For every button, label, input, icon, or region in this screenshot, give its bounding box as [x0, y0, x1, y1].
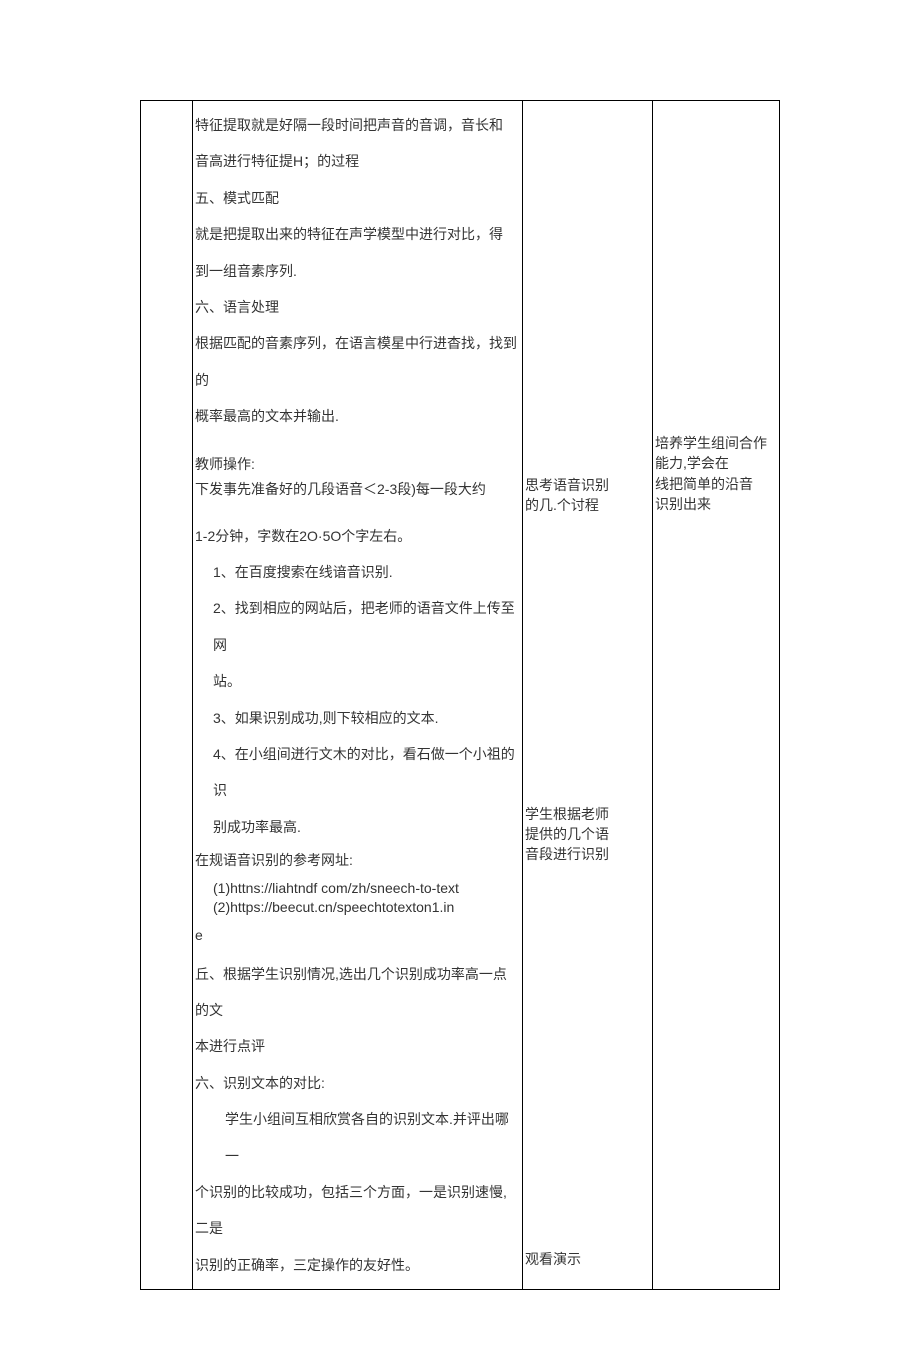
lesson-plan-table: 特征提取就是好隔一段时间把声音的音调，音长和 音高进行特征提H；的过程 五、模式… [140, 100, 780, 1290]
column-teacher-activity: 特征提取就是好隔一段时间把声音的音调，音长和 音高进行特征提H；的过程 五、模式… [193, 101, 523, 1289]
student-block-2: 学生根据老师 提供的几个语 音段进行识别 [525, 804, 650, 865]
list-item: 别成功率最高. [195, 809, 520, 845]
column-student-activity: 思考语音识别 的几.个讨程 学生根据老师 提供的几个语 音段进行识别 观看演示 [523, 101, 653, 1289]
text-line: 个识别的比较成功，包括三个方面，一是识别速慢,二是 [195, 1174, 520, 1247]
text-line: 概率最高的文本并输出. [195, 398, 520, 434]
text-line: 1-2分钟，字数在2O·5O个字左右。 [195, 518, 520, 554]
text-line: 学生根据老师 [525, 804, 650, 824]
text-line: 观看演示 [525, 1249, 650, 1269]
list-item: 1、在百度搜索在线谙音识别. [195, 554, 520, 590]
column-stage [141, 101, 193, 1289]
text-line: 音段进行识别 [525, 844, 650, 864]
spacer [525, 101, 650, 475]
subheading: 教师操作: [195, 455, 520, 475]
text-line: 特征提取就是好隔一段时间把声音的音调，音长和 [195, 107, 520, 143]
text-line: 思考语音识别 [525, 475, 650, 495]
list-item: 站。 [195, 663, 520, 699]
section-heading: 五、模式匹配 [195, 180, 520, 216]
spacer [195, 435, 520, 455]
spacer [525, 516, 650, 804]
url-line: (2)https://beecut.cn/speechtotexton1.in [195, 898, 520, 918]
list-item: 2、找到相应的网站后，把老师的语音文件上传至网 [195, 590, 520, 663]
text-line: 学生小组间互相欣赏各自的识别文本.并评出哪一 [195, 1101, 520, 1174]
url-line: e [195, 926, 520, 946]
text-line: 到一组音素序列. [195, 253, 520, 289]
text-line: 培养学生组间合作 [655, 433, 777, 453]
spacer [525, 864, 650, 1248]
text-line: 根据匹配的音素序列，在语言模星中行进杳找，找到的 [195, 325, 520, 398]
text-line: 本进行点评 [195, 1028, 520, 1064]
text-line: 提供的几个语 [525, 824, 650, 844]
text-line: 就是把提取出来的特征在声学模型中进行对比，得 [195, 216, 520, 252]
text-line: 丘、根据学生识别情况,选出几个识别成功率高一点的文 [195, 956, 520, 1029]
spacer [195, 946, 520, 956]
text-line: 下发事先准备好的几段语音＜2-3段)每一段大约 [195, 480, 520, 500]
text-line: 识别的正确率，三定操作的友好性。 [195, 1247, 520, 1283]
subheading: 在规语音识别的参考网址: [195, 851, 520, 871]
text-line: 能力,学会在 [655, 453, 777, 473]
section-heading: 六、语言处理 [195, 289, 520, 325]
text-line: 线把简单的沿音 [655, 474, 777, 494]
list-item: 4、在小组间迸行文木的对比，看石做一个小祖的识 [195, 736, 520, 809]
column-purpose: 培养学生组间合作 能力,学会在 线把简单的沿音 识别出来 [653, 101, 779, 1289]
text-line: 识别出来 [655, 494, 777, 514]
student-block-3: 观看演示 [525, 1249, 650, 1269]
url-line: (1)httns://liahtndf com/zh/sneech-to-tex… [195, 879, 520, 899]
purpose-block: 培养学生组间合作 能力,学会在 线把简单的沿音 识别出来 [655, 433, 777, 514]
section-heading: 六、识别文本的对比: [195, 1065, 520, 1101]
spacer [195, 500, 520, 518]
text-line: 音高进行特征提H；的过程 [195, 143, 520, 179]
spacer [655, 101, 777, 433]
text-line: 的几.个讨程 [525, 495, 650, 515]
student-block-1: 思考语音识别 的几.个讨程 [525, 475, 650, 516]
list-item: 3、如果识别成功,则下较相应的文本. [195, 700, 520, 736]
